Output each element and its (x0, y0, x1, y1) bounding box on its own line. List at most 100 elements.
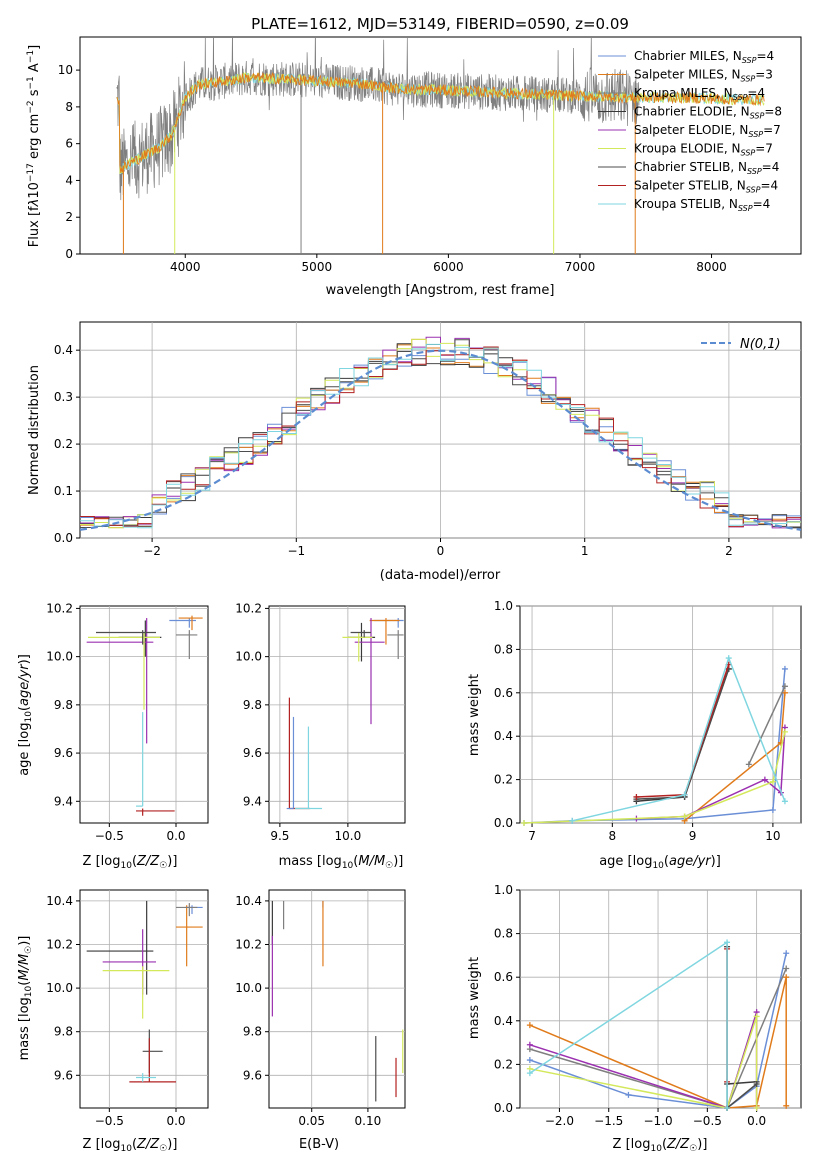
x-tick-label: 1 (581, 544, 589, 558)
y-tick-label: 10.2 (235, 938, 262, 952)
age-vs-mass-panel: 9.5 10.0 9.4 9.6 9.8 10.0 10.2 (235, 601, 406, 843)
x-tick-label: 0 (437, 544, 445, 558)
y-tick-label: 10.2 (235, 601, 262, 615)
massweight-marker (526, 1057, 533, 1064)
x-tick-label: 0.10 (355, 1114, 382, 1128)
legend-label: Kroupa MILES, NSSP=4 (634, 86, 765, 102)
y-tick-label: 0.8 (494, 927, 513, 941)
spectrum-axis-ticks: 4000 5000 6000 7000 8000 0 2 4 6 8 10 (58, 63, 727, 274)
spectrum-panel: 4000 5000 6000 7000 8000 0 2 4 6 8 10 wavelength [… (26, 36, 802, 298)
massweight-line (572, 655, 786, 822)
y-tick-label: 0.0 (494, 1101, 513, 1115)
y-tick-label: 10.4 (235, 894, 262, 908)
massweight-line (529, 1016, 758, 1109)
mass-vs-EBV-panel: 0.05 0.10 9.6 9.8 10.0 10.2 10.4 (235, 889, 406, 1128)
panel-frame (519, 889, 802, 1109)
massweight-marker (521, 820, 528, 826)
massweight-vs-age-xlabel: age [log10(age/yr)] (599, 854, 721, 871)
x-tick-label: −0.5 (95, 829, 124, 843)
y-tick-label: 10.0 (46, 650, 73, 664)
y-tick-label: 10.2 (46, 938, 73, 952)
spectrum-model-line (116, 71, 765, 173)
x-tick-label: 9.5 (270, 829, 289, 843)
y-tick-label: 6 (65, 137, 73, 151)
x-tick-label: 0.0 (747, 1114, 766, 1128)
y-tick-label: 9.8 (243, 698, 262, 712)
massweight-vs-Z-xlabel: Z [log10(Z/Z☉)] (613, 1137, 708, 1154)
massweight-marker (783, 974, 790, 981)
massweight-marker (724, 1105, 731, 1111)
mass-vs-Z-ylabel: mass [log10(M/M☉)] (17, 936, 34, 1061)
y-tick-label: 1.0 (494, 883, 513, 897)
residuals-ylabel: Normed distribution (27, 365, 42, 495)
massweight-marker (625, 1091, 632, 1098)
y-tick-label: 0.4 (494, 1014, 513, 1028)
residuals-legend-label: N(0,1) (740, 337, 781, 352)
massweight-line (523, 731, 786, 824)
massweight-marker (745, 761, 752, 768)
mass-vs-Z-panel: −0.5 0.0 9.6 9.8 10.0 10.2 10.4 (46, 889, 209, 1128)
massweight-vs-Z-panel: −2.0 −1.5 −1.0 −0.5 0.0 0.0 0.2 0.4 0.6 0.8 1.0 (494, 883, 802, 1128)
x-tick-label: 0.0 (166, 1114, 185, 1128)
x-tick-label: 7 (528, 829, 536, 843)
age-vs-Z-ylabel: age [log10(age/yr)] (17, 654, 34, 776)
y-tick-label: 0.4 (54, 343, 73, 357)
x-tick-label: 10 (765, 829, 780, 843)
massweight-marker (724, 939, 731, 946)
x-tick-label: 0.0 (166, 829, 185, 843)
massweight-marker (753, 1013, 760, 1020)
massweight-marker (783, 1102, 790, 1109)
y-tick-label: 0.2 (494, 773, 513, 787)
y-tick-label: 9.8 (243, 1025, 262, 1039)
legend-label: Chabrier ELODIE, NSSP=8 (634, 105, 782, 121)
x-tick-label: −0.5 (95, 1114, 124, 1128)
massweight-marker (681, 813, 688, 820)
massweight-marker (526, 1022, 533, 1029)
massweight-marker (761, 776, 768, 783)
massweight-marker (681, 791, 688, 798)
y-tick-label: 10.0 (46, 981, 73, 995)
legend-label: Kroupa ELODIE, NSSP=7 (634, 142, 773, 158)
x-tick-label: −0.5 (693, 1114, 722, 1128)
figure-title: PLATE=1612, MJD=53149, FIBERID=0590, z=0… (251, 15, 629, 33)
legend-label: Chabrier MILES, NSSP=4 (634, 49, 774, 65)
y-tick-label: 9.8 (54, 698, 73, 712)
residuals-legend: N(0,1) (701, 337, 781, 352)
massweight-marker (753, 1081, 760, 1088)
y-tick-label: 0.0 (54, 531, 73, 545)
y-tick-label: 10.0 (235, 981, 262, 995)
y-tick-label: 0.0 (494, 816, 513, 830)
mass-vs-Z-xlabel: Z [log10(Z/Z☉)] (83, 1137, 178, 1154)
y-tick-label: 0.6 (494, 686, 513, 700)
y-tick-label: 9.6 (243, 1068, 262, 1082)
y-tick-label: 9.6 (54, 1068, 73, 1082)
age-vs-Z-panel: −0.5 0.0 9.4 9.6 9.8 10.0 10.2 (46, 601, 209, 843)
massweight-marker (781, 728, 788, 735)
x-tick-label: 6000 (433, 260, 464, 274)
legend-label: Salpeter MILES, NSSP=3 (634, 68, 773, 84)
legend-label: Salpeter STELIB, NSSP=4 (634, 179, 778, 195)
x-tick-label: −1 (287, 544, 305, 558)
massweight-marker (781, 665, 788, 672)
spectrum-legend: Chabrier MILES, NSSP=4 Salpeter MILES, NS… (598, 49, 782, 213)
y-tick-label: 2 (65, 210, 73, 224)
residual-histogram-step (80, 343, 801, 529)
massweight-vs-age-panel: 7 8 9 10 0.0 0.2 0.4 0.6 0.8 1.0 (494, 599, 802, 843)
massweight-line (748, 685, 786, 765)
age-vs-mass-xlabel: mass [log10(M/M☉)] (279, 854, 404, 871)
massweight-marker (769, 778, 776, 785)
massweight-marker (783, 965, 790, 972)
x-tick-label: 8 (609, 829, 617, 843)
massweight-marker (781, 798, 788, 805)
x-tick-label: −2.0 (545, 1114, 574, 1128)
legend-label: Salpeter ELODIE, NSSP=7 (634, 123, 781, 139)
panel-frame (268, 889, 406, 1109)
x-tick-label: −1.5 (594, 1114, 623, 1128)
y-tick-label: 0.4 (494, 729, 513, 743)
mass-vs-EBV-xlabel: E(B-V) (299, 1137, 339, 1152)
y-tick-label: 0.8 (494, 642, 513, 656)
x-tick-label: 5000 (302, 260, 333, 274)
y-tick-label: 0 (65, 247, 73, 261)
residuals-panel: −2 −1 0 1 2 0.0 0.1 0.2 0.3 0.4 (data-model)/erro… (27, 321, 802, 583)
